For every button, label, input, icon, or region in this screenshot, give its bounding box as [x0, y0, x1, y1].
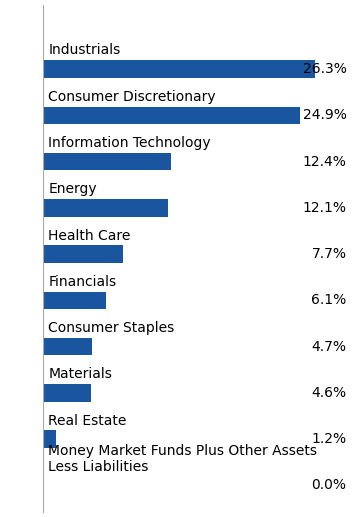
Text: 26.3%: 26.3%	[303, 62, 347, 76]
Text: Money Market Funds Plus Other Assets
Less Liabilities: Money Market Funds Plus Other Assets Les…	[48, 444, 318, 474]
Bar	[43, 245, 123, 263]
Bar	[43, 384, 91, 402]
Bar	[43, 153, 171, 171]
Text: 12.1%: 12.1%	[303, 201, 347, 215]
Bar	[43, 338, 92, 355]
Text: Health Care: Health Care	[48, 229, 131, 242]
Text: 4.7%: 4.7%	[312, 340, 347, 354]
Text: 7.7%: 7.7%	[312, 247, 347, 261]
Bar	[43, 430, 55, 448]
Text: 12.4%: 12.4%	[303, 155, 347, 169]
Text: Materials: Materials	[48, 368, 112, 382]
Text: Industrials: Industrials	[48, 43, 121, 57]
Text: Real Estate: Real Estate	[48, 414, 127, 428]
Text: 0.0%: 0.0%	[312, 478, 347, 493]
Text: Information Technology: Information Technology	[48, 136, 211, 150]
Text: 1.2%: 1.2%	[311, 432, 347, 446]
Text: 24.9%: 24.9%	[303, 108, 347, 123]
Bar	[43, 199, 168, 217]
Text: Financials: Financials	[48, 275, 117, 289]
Bar	[43, 107, 300, 124]
Text: Consumer Discretionary: Consumer Discretionary	[48, 90, 216, 104]
Text: 6.1%: 6.1%	[311, 293, 347, 308]
Text: Consumer Staples: Consumer Staples	[48, 321, 175, 335]
Text: Energy: Energy	[48, 183, 97, 196]
Bar	[43, 60, 315, 78]
Bar	[43, 292, 106, 309]
Text: 4.6%: 4.6%	[311, 386, 347, 400]
